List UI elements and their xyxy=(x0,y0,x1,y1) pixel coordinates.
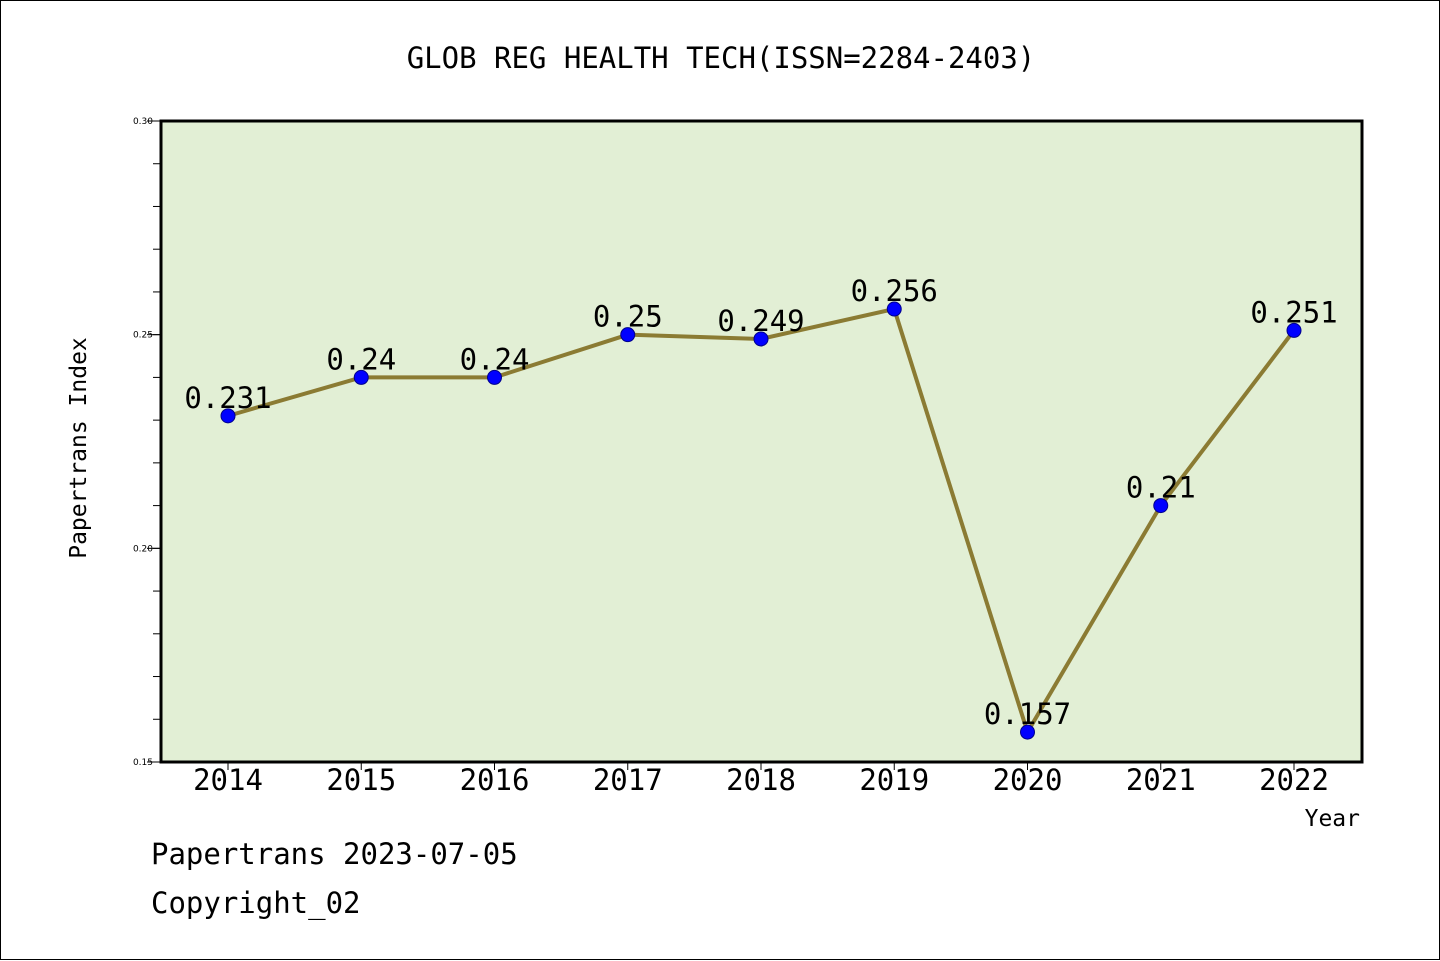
x-tick-label: 2017 xyxy=(593,763,663,797)
data-points xyxy=(220,301,1302,740)
x-tick-label: 2019 xyxy=(859,763,929,797)
footer-date-text: Papertrans 2023-07-05 xyxy=(151,837,518,871)
y-axis-label: Papertrans Index xyxy=(66,337,92,559)
data-label: 0.21 xyxy=(1126,471,1196,505)
x-tick-label: 2022 xyxy=(1259,763,1329,797)
data-point xyxy=(620,327,636,343)
plot-area xyxy=(159,119,1364,764)
y-tick-label: 0.30 xyxy=(133,117,153,127)
data-label: 0.249 xyxy=(717,304,804,338)
data-point xyxy=(1020,724,1035,740)
x-axis-label: Year xyxy=(1305,806,1360,832)
data-point xyxy=(753,331,769,347)
x-tick-label: 2020 xyxy=(993,763,1063,797)
data-point xyxy=(220,408,236,424)
data-point xyxy=(1286,322,1302,338)
x-axis: 2014 2015 2016 2017 2018 2019 2020 2021 2022 xyxy=(193,762,1329,797)
data-point xyxy=(353,369,369,385)
data-label: 0.251 xyxy=(1250,295,1337,329)
data-labels: 0.231 0.24 0.24 0.25 0.249 0.256 0.157 0.21 0.25… xyxy=(184,274,1337,731)
data-label: 0.24 xyxy=(460,342,530,376)
chart-title: GLOB REG HEALTH TECH(ISSN=2284-2403) xyxy=(407,41,1036,75)
data-label: 0.231 xyxy=(184,381,271,415)
data-label: 0.24 xyxy=(326,342,396,376)
data-label: 0.256 xyxy=(851,274,938,308)
x-tick-label: 2015 xyxy=(326,763,396,797)
data-point xyxy=(487,369,502,385)
y-tick-label: 0.20 xyxy=(133,544,153,554)
y-tick-label: 0.15 xyxy=(133,758,153,768)
data-label: 0.25 xyxy=(593,300,663,334)
x-tick-label: 2021 xyxy=(1126,763,1196,797)
footer-copyright-text: Copyright_02 xyxy=(151,886,361,920)
x-tick-label: 2016 xyxy=(460,763,530,797)
y-axis: 0.15 0.20 0.25 0.30 xyxy=(133,117,161,768)
x-tick-label: 2018 xyxy=(726,763,796,797)
data-point xyxy=(1153,498,1169,514)
data-point xyxy=(886,301,902,317)
y-tick-label: 0.25 xyxy=(133,331,153,341)
data-label: 0.157 xyxy=(984,697,1071,731)
x-tick-label: 2014 xyxy=(193,763,263,797)
